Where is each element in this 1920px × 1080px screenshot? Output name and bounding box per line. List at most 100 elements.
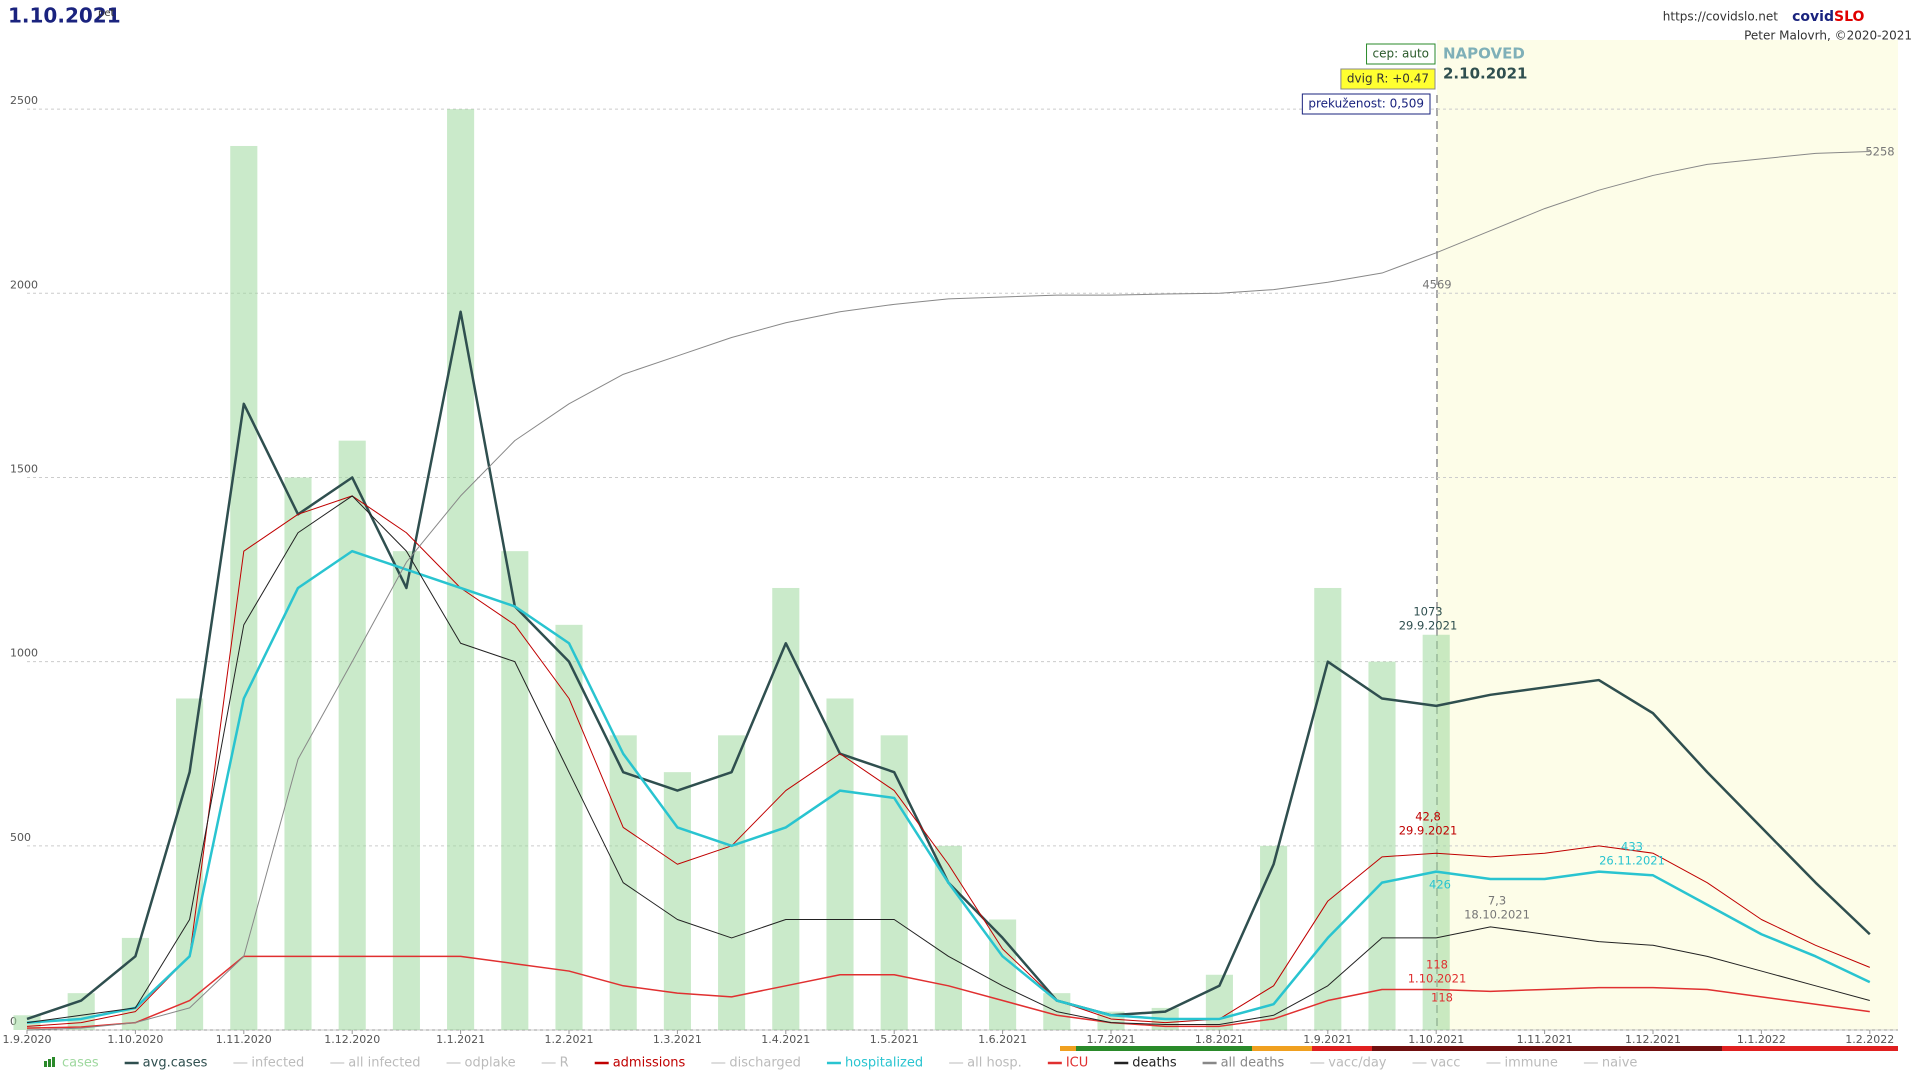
legend-item[interactable]: avg.cases <box>124 1056 208 1071</box>
x-tick-label: 1.4.2021 <box>761 1033 810 1046</box>
x-tick-label: 1.1.2022 <box>1737 1033 1786 1046</box>
point-annotation: 26.11.2021 <box>1599 854 1665 868</box>
legend-item[interactable]: vacc/day <box>1310 1056 1387 1071</box>
series-line <box>26 495 1870 1025</box>
legend-label: all deaths <box>1221 1056 1285 1071</box>
legend-item[interactable]: hospitalized <box>826 1056 923 1071</box>
legend-label: all hosp. <box>967 1056 1022 1071</box>
x-tick-label: 1.2.2021 <box>545 1033 594 1046</box>
x-tick-label: 1.1.2021 <box>436 1033 485 1046</box>
point-annotation: 426 <box>1429 878 1451 892</box>
legend-label: cases <box>62 1056 99 1071</box>
legend-label: ICU <box>1066 1056 1088 1071</box>
info-box-frame <box>1366 43 1436 65</box>
bar <box>989 919 1017 1030</box>
legend-item[interactable]: admissions <box>594 1056 686 1071</box>
brand: SLO <box>1834 9 1865 25</box>
legend-item[interactable]: all deaths <box>1202 1056 1285 1071</box>
bar <box>1368 661 1396 1030</box>
bar <box>284 477 312 1030</box>
legend-label: R <box>560 1056 569 1071</box>
info-box-text: cep: auto <box>1373 47 1429 61</box>
legend-item[interactable]: all hosp. <box>949 1056 1022 1071</box>
bar <box>555 624 583 1030</box>
legend-item[interactable]: all infected <box>330 1056 421 1071</box>
x-tick-label: 1.6.2021 <box>978 1033 1027 1046</box>
legend-label: discharged <box>729 1056 801 1071</box>
x-tick-label: 1.11.2020 <box>216 1033 272 1046</box>
point-annotation: 29.9.2021 <box>1399 619 1458 633</box>
series-line <box>26 955 1870 1029</box>
x-tick-label: 1.11.2021 <box>1517 1033 1573 1046</box>
legend-label: all infected <box>348 1056 420 1071</box>
subtitle: pet <box>98 8 115 19</box>
series-line <box>26 495 1870 1027</box>
point-annotation: 1073 <box>1413 605 1442 619</box>
series-line <box>26 150 1870 1031</box>
info-box-text: prekuženost: 0,509 <box>1308 97 1424 111</box>
source: https://covidslo.net <box>1663 10 1779 24</box>
info-box-text: dvig R: +0.47 <box>1347 72 1429 86</box>
legend-swatch <box>52 1057 55 1067</box>
info-box: dvig R: +0.47 <box>1340 68 1436 90</box>
point-annotation: 118 <box>1426 958 1448 972</box>
bar <box>121 937 149 1030</box>
bar <box>338 440 366 1031</box>
legend-item[interactable]: ICU <box>1047 1056 1088 1071</box>
point-annotation: 42,8 <box>1415 810 1441 824</box>
x-tick-label: 1.10.2020 <box>107 1033 163 1046</box>
info-box: cep: auto <box>1366 43 1436 65</box>
point-annotation: 4569 <box>1422 278 1451 292</box>
point-annotation: 5258 <box>1865 145 1894 159</box>
point-annotation: 18.10.2021 <box>1464 908 1530 922</box>
y-tick-label: 2500 <box>10 94 38 107</box>
chart-title: 1.10.2021 <box>8 4 121 28</box>
y-tick-label: 1000 <box>10 647 38 660</box>
info-box: prekuženost: 0,509 <box>1301 93 1431 115</box>
point-annotation: 7,3 <box>1488 894 1506 908</box>
legend-label: immune <box>1504 1056 1557 1071</box>
x-tick-label: 1.12.2020 <box>324 1033 380 1046</box>
legend-item[interactable]: R <box>541 1056 569 1071</box>
x-tick-label: 1.8.2021 <box>1195 1033 1244 1046</box>
point-annotation: 29.9.2021 <box>1399 824 1458 838</box>
bar <box>392 551 420 1030</box>
y-tick-label: 1500 <box>10 462 38 475</box>
legend-label: admissions <box>613 1056 686 1071</box>
legend-item[interactable]: deaths <box>1114 1056 1177 1071</box>
legend-label: hospitalized <box>845 1056 923 1071</box>
bar <box>1422 634 1450 1030</box>
legend-label: infected <box>251 1056 304 1071</box>
legend-label: odplake <box>465 1056 516 1071</box>
legend-item[interactable]: naive <box>1583 1056 1638 1071</box>
bar <box>1314 587 1342 1030</box>
y-tick-label: 500 <box>10 831 31 844</box>
x-tick-label: 1.5.2021 <box>870 1033 919 1046</box>
bar <box>880 735 908 1030</box>
legend-item[interactable]: discharged <box>711 1056 801 1071</box>
legend-label: vacc <box>1431 1056 1461 1071</box>
legend-item[interactable]: cases <box>44 1056 99 1071</box>
bar <box>501 551 529 1030</box>
bar <box>230 145 258 1031</box>
legend-label: vacc/day <box>1328 1056 1387 1071</box>
x-tick-label: 1.9.2021 <box>1303 1033 1352 1046</box>
bar <box>934 845 962 1030</box>
bar <box>447 109 475 1030</box>
legend-item[interactable]: infected <box>233 1056 304 1071</box>
x-tick-label: 1.3.2021 <box>653 1033 702 1046</box>
bar <box>67 993 95 1030</box>
x-tick-label: 1.9.2020 <box>3 1033 52 1046</box>
point-annotation: 1.10.2021 <box>1408 972 1467 986</box>
x-tick-label: 1.12.2021 <box>1625 1033 1681 1046</box>
legend-swatch <box>48 1059 51 1067</box>
info-box-frame <box>1301 93 1431 115</box>
legend-item[interactable]: vacc <box>1412 1056 1461 1071</box>
x-tick-label: 1.2.2022 <box>1845 1033 1894 1046</box>
bar <box>1260 845 1288 1030</box>
legend-swatch <box>44 1061 47 1067</box>
legend-item[interactable]: odplake <box>446 1056 516 1071</box>
x-tick-label: 1.7.2021 <box>1087 1033 1136 1046</box>
legend-item[interactable]: immune <box>1486 1056 1558 1071</box>
